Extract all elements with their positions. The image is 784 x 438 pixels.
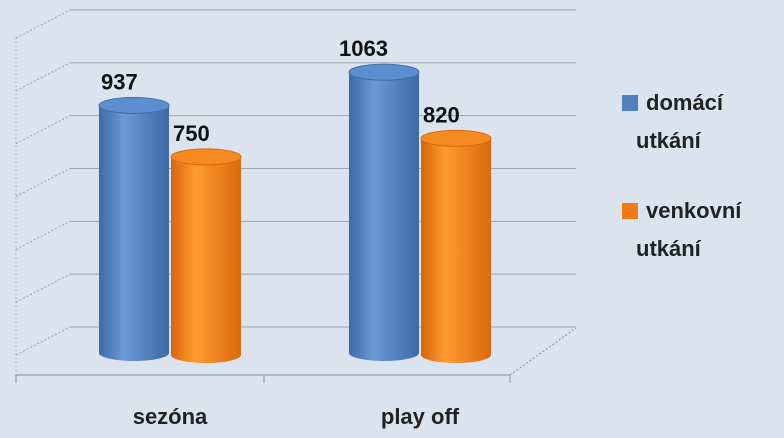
data-label: 820 [423,102,460,127]
legend-label: domácí [646,90,724,115]
bar-body [171,156,241,363]
wall-gridline [15,115,71,145]
bars [98,63,492,363]
wall-gridline [15,326,71,356]
wall-gridline [15,168,71,197]
bar-body [99,105,169,361]
bar-top [420,129,492,147]
bar-top [98,96,170,114]
data-label: 1063 [339,36,388,61]
wall-gridline [15,62,71,92]
bar-body [349,72,419,362]
legend-swatch [622,203,638,219]
bar [348,63,420,362]
wall-gridline [15,9,71,39]
data-label: 750 [173,121,210,146]
category-label: play off [381,404,460,429]
wall-gridline [15,220,71,250]
bar [98,96,170,361]
legend-label: venkovní [646,198,742,223]
category-label: sezóna [133,404,208,429]
bar [420,129,492,363]
data-labels: 937 750 sezóna 1063 820 play off [101,36,460,429]
legend-label: utkání [636,236,702,261]
data-label: 937 [101,69,138,94]
legend-item: venkovní utkání [622,198,742,261]
bar-top [170,148,242,166]
legend-swatch [622,95,638,111]
floor-edge [509,327,577,376]
legend: domácí utkání venkovní utkání [622,90,742,261]
legend-item: domácí utkání [622,90,724,153]
bar-body [421,138,491,363]
wall-gridline [15,273,71,303]
bar-top [348,63,420,81]
bar [170,148,242,363]
legend-label: utkání [636,128,702,153]
axes [15,35,577,383]
